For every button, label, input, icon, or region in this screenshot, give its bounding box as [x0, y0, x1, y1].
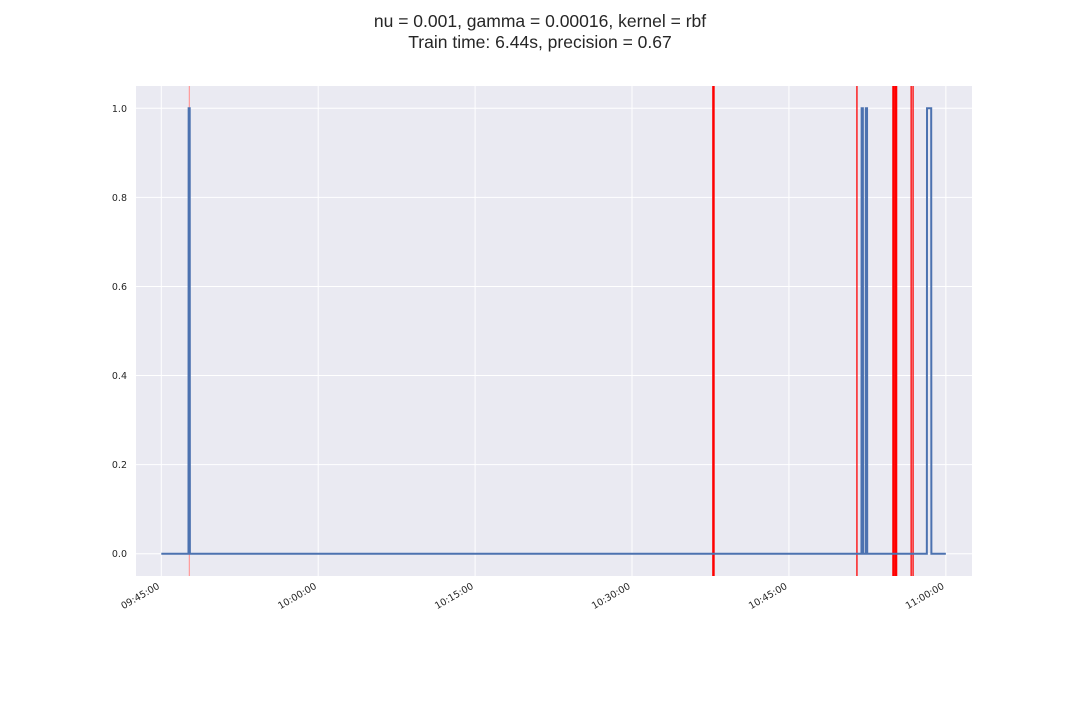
- x-tick-label: 10:15:00: [433, 581, 475, 612]
- chart-subtitle: Train time: 6.44s, precision = 0.67: [408, 32, 672, 52]
- x-tick-label: 09:45:00: [119, 581, 161, 612]
- plot-area: [136, 86, 972, 576]
- x-tick-label: 10:30:00: [590, 581, 632, 612]
- x-tick-label: 10:00:00: [276, 581, 318, 612]
- y-tick-label: 0.6: [112, 282, 127, 293]
- y-tick-label: 0.4: [112, 371, 127, 382]
- y-tick-label: 1.0: [112, 104, 127, 115]
- chart-title-block: nu = 0.001, gamma = 0.00016, kernel = rb…: [0, 11, 1080, 53]
- series-line: [161, 107, 946, 555]
- y-tick-label: 0.8: [112, 193, 127, 204]
- y-tick-label: 0.0: [112, 549, 127, 560]
- chart-title: nu = 0.001, gamma = 0.00016, kernel = rb…: [373, 11, 707, 31]
- y-tick-label: 0.2: [112, 460, 127, 471]
- x-tick-label: 10:45:00: [747, 581, 789, 612]
- x-tick-label: 11:00:00: [904, 581, 946, 612]
